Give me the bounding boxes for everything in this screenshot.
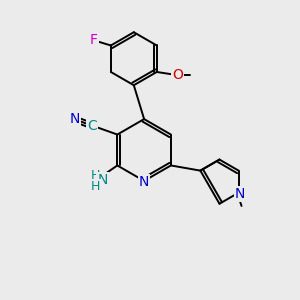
Text: H: H <box>91 181 100 194</box>
Text: N: N <box>235 187 245 201</box>
Text: N: N <box>70 112 80 126</box>
Text: H: H <box>91 169 100 182</box>
Text: N: N <box>139 176 149 189</box>
Text: F: F <box>90 33 98 47</box>
Text: N: N <box>98 173 108 187</box>
Text: O: O <box>172 68 183 82</box>
Text: C: C <box>87 119 97 133</box>
